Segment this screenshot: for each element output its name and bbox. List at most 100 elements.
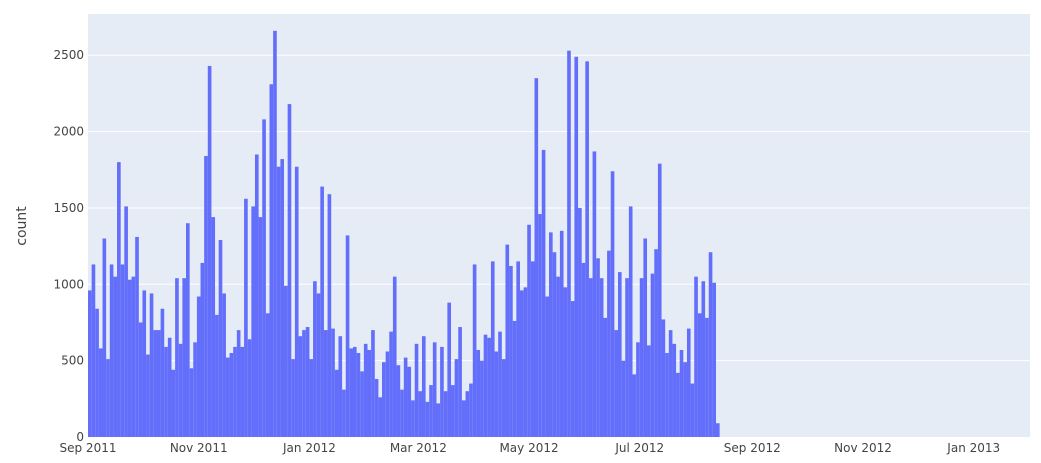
histogram-bar bbox=[625, 278, 629, 437]
histogram-bar bbox=[284, 285, 288, 437]
histogram-bar bbox=[650, 273, 655, 437]
histogram-bar bbox=[563, 287, 568, 437]
histogram-bar bbox=[127, 279, 132, 437]
histogram-bar bbox=[156, 330, 161, 437]
histogram-bar bbox=[516, 261, 520, 437]
histogram-bar bbox=[91, 264, 96, 437]
histogram-bar bbox=[425, 401, 430, 437]
histogram-bar bbox=[697, 313, 702, 437]
histogram-bar bbox=[636, 342, 640, 437]
histogram-bar bbox=[578, 207, 582, 437]
histogram-bar bbox=[338, 336, 343, 437]
histogram-bar bbox=[617, 272, 622, 437]
histogram-bar bbox=[164, 346, 168, 437]
histogram-bar bbox=[385, 351, 390, 437]
histogram-bar bbox=[135, 236, 139, 437]
histogram-bar bbox=[382, 362, 386, 437]
histogram-bar bbox=[305, 327, 310, 437]
histogram-bar bbox=[273, 30, 277, 438]
histogram-bar bbox=[509, 265, 513, 437]
x-tick-label: Sep 2011 bbox=[60, 441, 117, 455]
histogram-bar bbox=[701, 281, 706, 437]
histogram-bar bbox=[276, 166, 281, 437]
histogram-bar bbox=[291, 359, 295, 437]
histogram-bar bbox=[254, 154, 259, 438]
histogram-bar bbox=[323, 330, 328, 437]
histogram-bar bbox=[483, 334, 488, 437]
histogram-bar bbox=[225, 357, 230, 437]
histogram-bar bbox=[559, 230, 564, 437]
histogram-bar bbox=[222, 293, 226, 437]
histogram-bar bbox=[371, 330, 375, 437]
histogram-bar bbox=[490, 261, 495, 437]
histogram-bar bbox=[106, 359, 110, 437]
x-tick-label: Sep 2012 bbox=[724, 441, 781, 455]
histogram-bar bbox=[716, 423, 720, 437]
histogram-bar bbox=[251, 206, 255, 437]
histogram-bar bbox=[549, 232, 553, 437]
histogram-bar bbox=[265, 313, 270, 437]
histogram-bar bbox=[443, 391, 448, 437]
histogram-bar bbox=[302, 330, 306, 437]
histogram-bar bbox=[403, 357, 408, 437]
histogram-bar bbox=[628, 206, 633, 437]
histogram-bar bbox=[392, 276, 397, 437]
histogram-bar bbox=[124, 206, 128, 437]
histogram-bar bbox=[429, 385, 433, 437]
histogram-bar bbox=[440, 346, 444, 437]
histogram-bar bbox=[142, 290, 147, 437]
histogram-bar bbox=[175, 278, 179, 437]
histogram-bar bbox=[247, 339, 252, 437]
histogram-bar bbox=[690, 383, 695, 437]
histogram-bar bbox=[320, 186, 324, 437]
histogram-bar bbox=[705, 317, 709, 437]
histogram-bar bbox=[501, 359, 506, 437]
x-axis-ticks: Sep 2011 Nov 2011 Jan 2012 Mar 2012 May 2012… bbox=[60, 441, 1001, 455]
histogram-bar bbox=[530, 261, 535, 437]
x-tick-label: Jul 2012 bbox=[614, 441, 664, 455]
histogram-bar bbox=[160, 308, 165, 437]
histogram-bar bbox=[454, 359, 459, 437]
y-axis-ticks: 0 500 1000 1500 2000 2500 bbox=[53, 48, 84, 444]
histogram-bar bbox=[581, 262, 586, 437]
histogram-bar bbox=[469, 383, 473, 437]
histogram-bar bbox=[643, 238, 648, 437]
histogram-bar bbox=[171, 369, 176, 437]
histogram-bar bbox=[178, 343, 183, 437]
histogram-bar bbox=[592, 151, 597, 437]
histogram-bar bbox=[683, 362, 687, 437]
histogram-bar bbox=[186, 223, 190, 437]
histogram-bar bbox=[657, 163, 662, 437]
y-tick-label: 0 bbox=[76, 430, 84, 444]
histogram-bar bbox=[240, 346, 245, 437]
histogram-bar bbox=[676, 372, 680, 437]
histogram-bar bbox=[313, 281, 317, 437]
histogram-bar bbox=[309, 359, 314, 437]
histogram-bar bbox=[120, 264, 125, 437]
histogram-bar bbox=[436, 403, 441, 437]
x-tick-label: Mar 2012 bbox=[390, 441, 447, 455]
histogram-bar bbox=[570, 301, 575, 437]
histogram-bar bbox=[523, 287, 528, 437]
histogram-bar bbox=[632, 374, 637, 437]
histogram-bar bbox=[138, 322, 143, 437]
histogram-bar bbox=[556, 276, 560, 437]
histogram-bar bbox=[534, 78, 539, 437]
histogram-bar bbox=[363, 343, 368, 437]
histogram-bar bbox=[211, 217, 216, 437]
histogram-bar bbox=[527, 224, 531, 437]
histogram-bar bbox=[352, 346, 357, 437]
histogram-bar bbox=[458, 327, 462, 437]
x-tick-label: Nov 2011 bbox=[170, 441, 228, 455]
histogram-bar bbox=[109, 264, 114, 437]
histogram-bar bbox=[665, 353, 669, 437]
histogram-bar bbox=[545, 296, 550, 437]
histogram-bar bbox=[603, 317, 608, 437]
histogram-bar bbox=[356, 353, 361, 437]
y-tick-label: 1500 bbox=[53, 201, 84, 215]
histogram-bar bbox=[244, 198, 248, 437]
histogram-bar bbox=[389, 331, 393, 437]
histogram-bar bbox=[461, 400, 466, 437]
histogram-bar bbox=[331, 328, 335, 437]
